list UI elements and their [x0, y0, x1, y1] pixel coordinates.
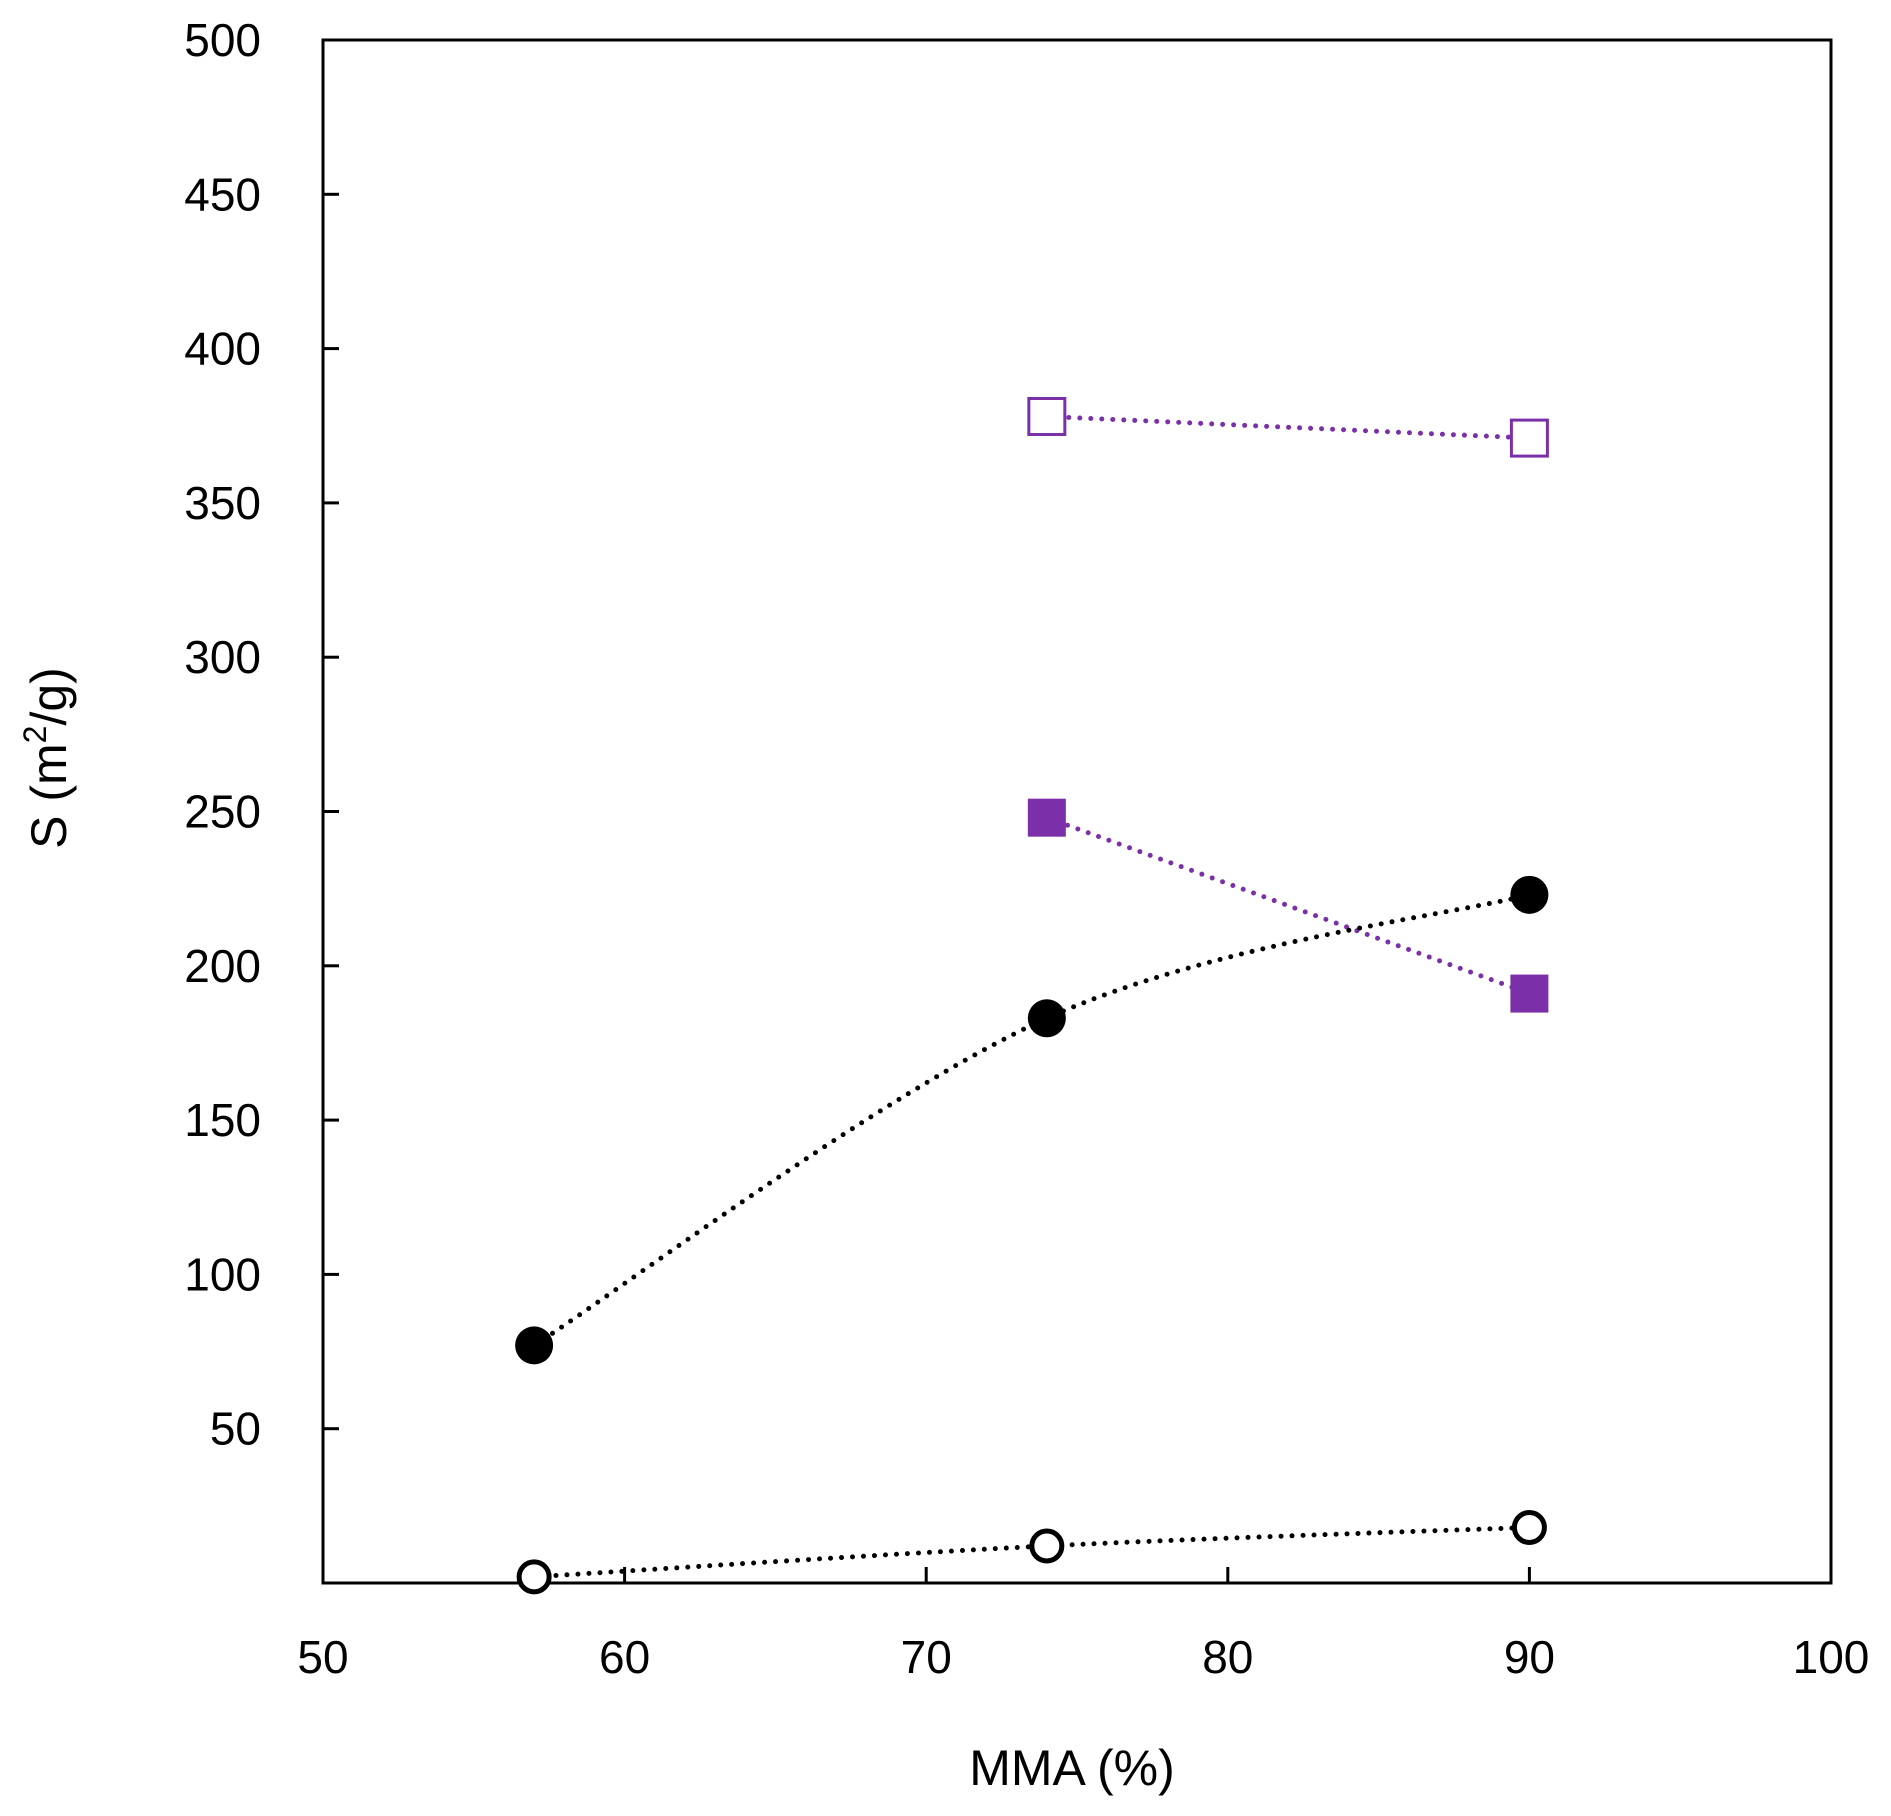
filled-circle-point: [515, 1326, 554, 1365]
y-tick-label: 150: [184, 1094, 261, 1146]
x-tick-label: 80: [1202, 1631, 1253, 1683]
open-square-point: [1027, 396, 1067, 436]
x-tick-label: 90: [1504, 1631, 1555, 1683]
x-axis-title: MMA (%): [969, 1740, 1175, 1796]
y-tick-label: 50: [210, 1403, 261, 1455]
series-2: [515, 875, 1549, 1365]
y-tick-label: 450: [184, 168, 261, 220]
y-axis-title: S (m2/g): [17, 667, 77, 849]
filled-square-point: [1027, 798, 1066, 837]
series-line: [1044, 413, 1532, 441]
y-tick-label: 250: [184, 786, 261, 838]
series-line: [531, 892, 1532, 1348]
y-tick-label: 200: [184, 940, 261, 992]
open-square-point: [1509, 418, 1549, 458]
filled-circle-point: [1510, 875, 1549, 914]
series-line: [531, 1524, 1532, 1580]
open-circle-point: [1029, 1528, 1065, 1564]
open-circle-point: [1511, 1509, 1547, 1545]
y-axis-title-prefix: S (m: [21, 743, 77, 849]
y-tick-label: 500: [184, 14, 261, 66]
y-tick-label: 350: [184, 477, 261, 529]
x-tick-label: 60: [599, 1631, 650, 1683]
series-layer: [515, 396, 1549, 1595]
y-tick-label: 100: [184, 1248, 261, 1300]
x-tick-label: 70: [901, 1631, 952, 1683]
axes-layer: 50 60 70 80 90 100 50 100 150 200 250 300 350 400 450 5…: [184, 14, 1869, 1683]
x-tick-label: 50: [297, 1631, 348, 1683]
series-1: [1027, 798, 1549, 1013]
filled-square-point: [1510, 974, 1549, 1013]
y-axis-title-superscript: 2: [17, 726, 53, 744]
series-0: [1027, 396, 1549, 458]
filled-circle-point: [1027, 999, 1066, 1038]
y-tick-label: 300: [184, 631, 261, 683]
y-tick-label: 400: [184, 323, 261, 375]
open-circle-point: [516, 1559, 552, 1595]
series-line: [1044, 815, 1532, 997]
x-tick-label: 100: [1793, 1631, 1870, 1683]
series-3: [516, 1509, 1547, 1595]
y-axis-title-suffix: /g): [21, 667, 77, 725]
